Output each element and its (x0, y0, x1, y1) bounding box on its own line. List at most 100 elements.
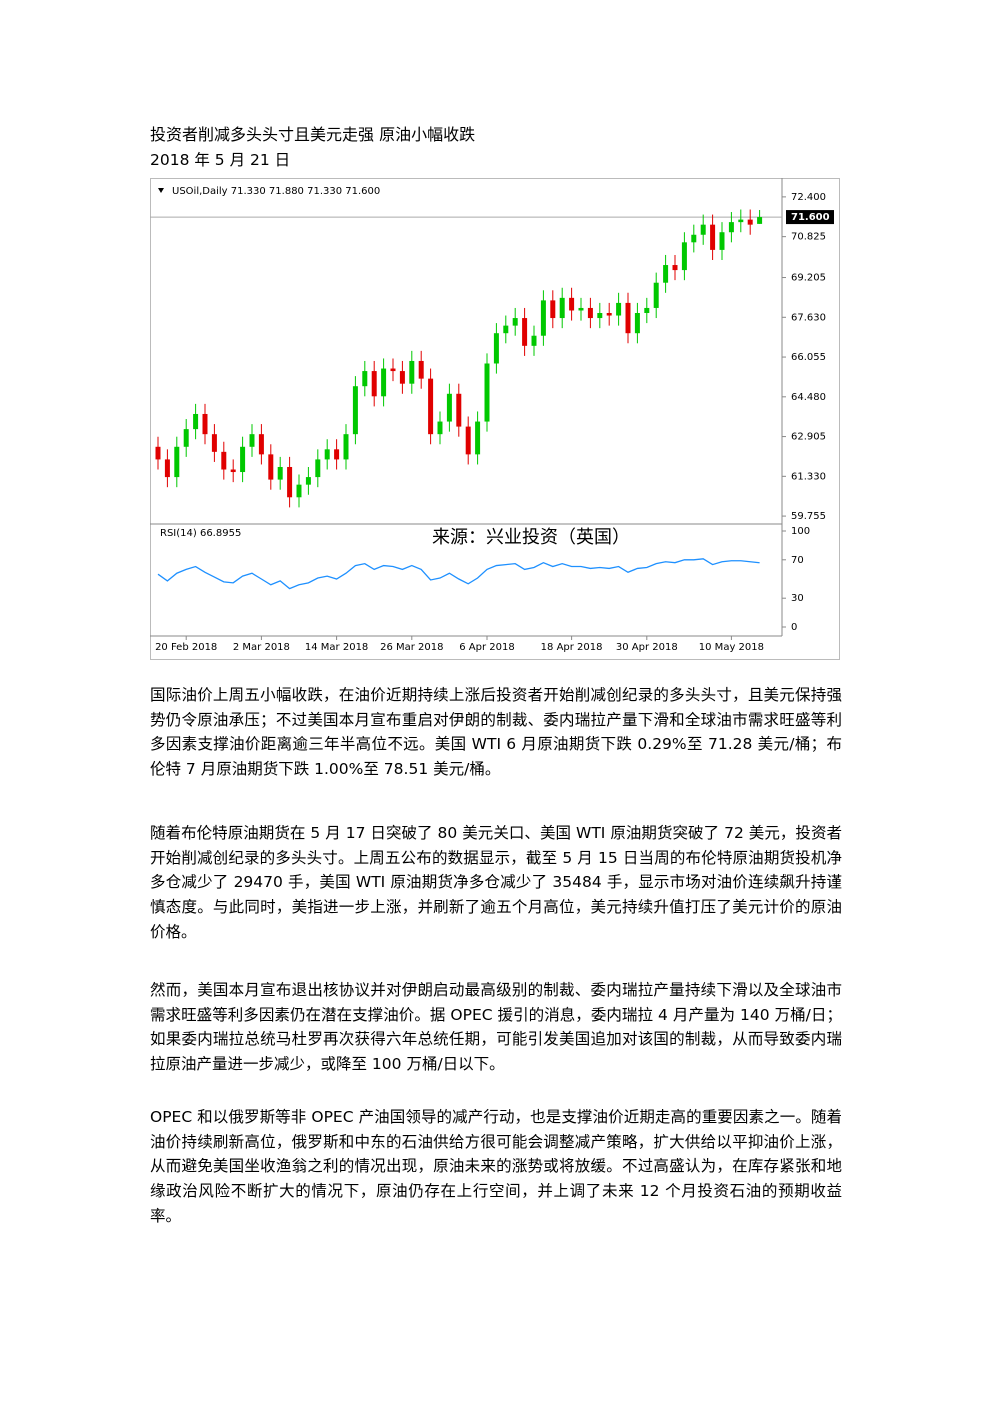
candle-body (287, 466, 293, 498)
candle-body (484, 363, 490, 422)
candle-body (634, 313, 640, 334)
candle-body (597, 313, 603, 319)
candle-body (381, 368, 387, 397)
rsi-tick-label: 30 (791, 593, 804, 604)
candle-body (747, 219, 753, 225)
candle-body (409, 360, 415, 384)
candle-body (503, 325, 509, 334)
y-tick-label: 64.480 (791, 392, 826, 403)
chart-header: USOil,Daily 71.330 71.880 71.330 71.600 (172, 186, 380, 197)
y-tick-label: 67.630 (791, 312, 826, 323)
y-tick-label: 61.330 (791, 471, 826, 482)
candle-body (578, 307, 584, 311)
candle-body (211, 434, 217, 452)
candle-body (672, 265, 678, 271)
candle-body (164, 459, 170, 478)
candle-body (625, 302, 631, 334)
candle-body (465, 426, 471, 455)
paragraph: 国际油价上周五小幅收跌，在油价近期持续上涨后投资者开始削减创纪录的多头头寸，且美… (150, 686, 842, 779)
candle-body (390, 368, 396, 372)
candle-body (757, 217, 763, 224)
paragraph: 然而，美国本月宣布退出核协议并对伊朗启动最高级别的制裁、委内瑞拉产量持续下滑以及… (150, 981, 842, 1074)
candle-body (315, 459, 321, 478)
candle-body (249, 434, 255, 447)
candle-body (221, 451, 227, 470)
menu-icon (158, 188, 164, 193)
x-tick-label: 14 Mar 2018 (305, 642, 368, 653)
paragraph: 随着布伦特原油期货在 5 月 17 日突破了 80 美元关口、美国 WTI 原油… (150, 824, 842, 941)
x-tick-label: 6 Apr 2018 (459, 642, 514, 653)
candle-body (258, 434, 264, 455)
y-tick-label: 59.755 (791, 511, 826, 522)
candle-body (174, 446, 180, 478)
candle-body (644, 307, 650, 314)
candle-body (569, 297, 575, 311)
chart-frame (150, 178, 840, 660)
x-tick-label: 2 Mar 2018 (233, 642, 290, 653)
candle-body (606, 313, 612, 316)
candle-body (324, 449, 330, 460)
article-date: 2018 年 5 月 21 日 (150, 151, 291, 169)
candle-body (475, 421, 481, 455)
y-tick-label: 62.905 (791, 432, 826, 443)
candle-body (700, 224, 706, 235)
candle-body (268, 454, 274, 480)
candle-body (531, 335, 537, 346)
candle-body (456, 393, 462, 427)
candle-body (493, 333, 499, 364)
x-tick-label: 20 Feb 2018 (155, 642, 217, 653)
y-tick-label: 66.055 (791, 352, 826, 363)
candle-body (653, 282, 659, 308)
chart: USOil,Daily 71.330 71.880 71.330 71.600 … (150, 178, 840, 660)
candle-body (559, 297, 565, 319)
rsi-label: RSI(14) 66.8955 (160, 528, 241, 539)
candle-body (305, 477, 311, 485)
rsi-tick-label: 0 (791, 622, 797, 633)
candle-body (362, 371, 368, 387)
paragraph: OPEC 和以俄罗斯等非 OPEC 产油国领导的减产行动，也是支撑油价近期走高的… (150, 1108, 842, 1225)
candle-body (371, 371, 377, 397)
candle-body (418, 360, 424, 379)
candle-body (193, 413, 199, 430)
candle-body (230, 469, 236, 473)
candle-body (587, 307, 593, 319)
candle-body (334, 449, 340, 460)
y-tick-label: 69.205 (791, 273, 826, 284)
x-tick-label: 10 May 2018 (699, 642, 764, 653)
y-tick-label: 72.400 (791, 192, 826, 203)
candle-body (296, 484, 302, 498)
candle-body (710, 224, 716, 250)
candle-body (728, 222, 734, 233)
candle-body (399, 371, 405, 384)
candle-body (277, 466, 283, 480)
candle-body (155, 446, 161, 460)
candle-body (550, 300, 556, 319)
candle-body (522, 318, 528, 346)
x-tick-label: 30 Apr 2018 (616, 642, 678, 653)
candle-body (616, 302, 622, 316)
candle-body (446, 393, 452, 422)
candle-body (352, 386, 358, 435)
candle-body (343, 434, 349, 460)
candle-body (681, 242, 687, 271)
article-title: 投资者削减多头头寸且美元走强 原油小幅收跌 (150, 125, 476, 144)
rsi-line (157, 558, 760, 590)
candle-body (719, 232, 725, 250)
candle-body (540, 300, 546, 336)
x-tick-label: 18 Apr 2018 (541, 642, 603, 653)
y-tick-label: 70.825 (791, 232, 826, 243)
candle-body (240, 446, 246, 473)
candle-body (437, 421, 443, 435)
last-price-label: 71.600 (791, 212, 830, 223)
candle-body (202, 413, 208, 435)
candle-body (183, 429, 189, 447)
candle-body (691, 234, 697, 243)
candle-body (428, 378, 434, 435)
rsi-tick-label: 70 (791, 555, 804, 566)
x-tick-label: 26 Mar 2018 (380, 642, 443, 653)
candle-body (738, 219, 744, 223)
watermark: 来源：兴业投资（英国） (432, 527, 630, 548)
candle-body (512, 318, 518, 326)
candle-body (663, 265, 669, 283)
